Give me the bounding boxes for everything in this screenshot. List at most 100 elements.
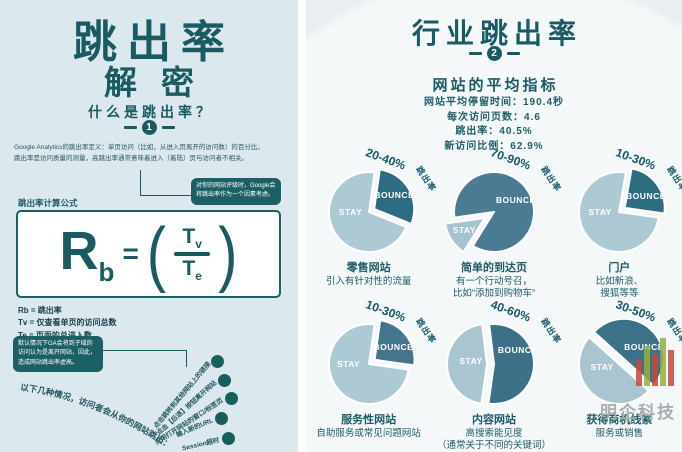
pie-caption-title: 门户 [608, 262, 631, 274]
pie-caption-line: 有一个行动号召， [455, 275, 532, 287]
pie-grid: 20-40% 跳出率 BOUNCE STAY 零售网站 引入有针对性的流量 70-90% 跳出… [306, 145, 682, 452]
bounce-label: BOUNCE [626, 190, 666, 201]
pie-cell-2: 70-90% 跳出率 BOUNCE STAY 简单的到达页 有一个行动号召， 比如“添加到购… [431, 145, 564, 300]
pie-caption: 门户 比如新浪、 搜狐等等 [596, 262, 644, 300]
stat-line: 每次访问页数：4.6 [447, 111, 541, 123]
paragraph-line: Google Analytics的跳出率定义：单页访问（比如，从进入页离开的访问… [14, 144, 264, 151]
pie-caption-line: 比如“添加到购物车” [452, 287, 536, 299]
right-title: 行业跳出率 [411, 18, 582, 49]
bullet-dot-icon [217, 373, 231, 387]
pie-caption: 内容网站 高搜索能见度 （通常关于不同的关键词） [437, 414, 551, 452]
bounce-label: BOUNCE [624, 342, 664, 352]
definition-paragraph: Google Analytics的跳出率定义：单页访问（比如，从进入页离开的访问… [14, 142, 290, 164]
bounce-slice [372, 168, 415, 225]
pie-caption-line: 引入有针对性的流量 [325, 275, 412, 287]
badge-dash-right [161, 126, 175, 129]
bullet-dot-icon [214, 411, 228, 425]
formula-paren-open: ( [146, 212, 167, 294]
watermark-text: 明企科技 [600, 403, 676, 422]
pie-caption-line: 自助服务或常见问题网站 [316, 427, 421, 439]
bounce-label: BOUNCE [374, 189, 415, 200]
pie-caption: 简单的到达页 有一个行动号召， 比如“添加到购物车” [453, 262, 535, 300]
stay-slice [444, 217, 486, 253]
section1-heading: 什么是跳出率？ [88, 104, 214, 120]
bounce-slice [487, 322, 535, 405]
panel-divider [298, 0, 306, 452]
pie-caption-title: 零售网站 [346, 262, 391, 274]
formula-fraction: Tv Te [174, 226, 211, 283]
formula-label: 跳出率计算公式 [18, 198, 78, 208]
pie-caption: 服务性网站 自助服务或常见问题网站 [316, 414, 421, 440]
pie-svg [327, 168, 415, 254]
bounce-label: BOUNCE [373, 341, 414, 352]
pie-cell-5: 40-60% 跳出率 BOUNCE STAY 内容网站 高搜索能见度 （通常关于不同的关键词… [431, 297, 564, 452]
pie-svg [444, 171, 535, 253]
badge-dash-right [506, 52, 520, 55]
fraction-bar [174, 252, 211, 256]
pie-chart-1: 20-40% 跳出率 BOUNCE STAY [321, 145, 439, 260]
pie-caption-line: （通常关于不同的关键词） [436, 439, 551, 451]
stay-label: STAY [338, 207, 363, 218]
badge-2-icon: 2 [486, 46, 502, 61]
subdomain-callout: 默认情况下GA会将到子域的访问认为是离开网站，因此，造成网站跳出率虚高。 [13, 336, 103, 372]
formula-legend: Rb = 跳出率 Tv = 仅查看单页的访问总数 Te = 页面的总进入数 [18, 305, 116, 342]
stay-label: STAY [336, 359, 361, 370]
pie-caption-title: 简单的到达页 [460, 262, 527, 274]
legend-line: Tv = 仅查看单页的访问总数 [18, 318, 117, 328]
left-title-main: 跳出率 [73, 18, 235, 67]
formula-lhs: Rb [59, 220, 115, 287]
stat-line: 网站平均停留时间：190.4秒 [423, 97, 565, 108]
left-panel: 跳出率 解密 什么是跳出率？ 1 Google Analytics的跳出率定义：… [0, 0, 298, 452]
pie-caption-title: 内容网站 [471, 414, 516, 426]
watermark-logo-icon [636, 338, 674, 386]
section1-badge: 1 [0, 120, 298, 135]
pie-caption: 获得商机线索 服务或销售 [586, 414, 652, 440]
badge-1-icon: 1 [141, 120, 157, 135]
bounce-label: BOUNCE [497, 344, 538, 355]
pie-chart-4: 10-30% 跳出率 BOUNCE STAY [321, 297, 439, 412]
paragraph-line: 跳出率是访问质量的测量，高跳出率通常意味着进入（着陆）页与访问者不相关。 [14, 155, 248, 163]
formula-paren-close: ) [218, 212, 238, 294]
pie-svg [327, 319, 416, 406]
stay-slice [578, 171, 660, 253]
bullet-dot-icon [224, 391, 238, 405]
stay-slice [327, 323, 410, 406]
stay-slice [446, 323, 488, 405]
pie-svg [578, 167, 667, 253]
bounce-slice [373, 319, 416, 367]
stay-label: STAY [590, 362, 614, 373]
stat-line: 新访问比例：62.9% [444, 140, 544, 152]
pie-chart-3: 10-30% 跳出率 BOUNCE STAY [571, 145, 682, 260]
pie-cell-1: 20-40% 跳出率 BOUNCE STAY 零售网站 引入有针对性的流量 [306, 145, 439, 300]
pie-caption-line: 高搜索能见度 [465, 427, 523, 439]
arc-text: 以下几种情况，访问者会从你的网站跳出： [20, 382, 174, 450]
stay-slice [578, 336, 651, 405]
pie-svg [446, 322, 535, 405]
pie-chart-5: 40-60% 跳出率 BOUNCE STAY [446, 297, 564, 412]
legend-line: Te = 页面的总进入数 [18, 330, 116, 342]
pie-cell-4: 10-30% 跳出率 BOUNCE STAY 服务性网站 自助服务或常见问题网站 [306, 297, 439, 452]
bounce-slice [452, 171, 535, 253]
badge-dash-left [123, 126, 137, 129]
stay-slice [327, 171, 407, 254]
subdomain-connector-line [103, 350, 187, 367]
pie-caption-title: 获得商机线索 [586, 414, 653, 426]
formula-denominator: Te [182, 256, 202, 283]
pie-caption-line: 服务或销售 [595, 427, 644, 439]
left-title-sub: 解密 [104, 64, 218, 101]
bounce-slice [624, 167, 667, 215]
pie-caption-line: 比如新浪、 [595, 275, 644, 287]
pie-caption-title: 服务性网站 [341, 414, 397, 426]
bullet-dot-icon [221, 431, 235, 445]
stay-label: STAY [452, 225, 476, 236]
stat-line: 跳出率：40.5% [455, 126, 533, 137]
pie-chart-2: 70-90% 跳出率 BOUNCE STAY [444, 145, 564, 260]
pie-cell-3: 10-30% 跳出率 BOUNCE STAY 门户 比如新浪、 搜狐等等 [557, 145, 682, 300]
watermark-bar [644, 346, 650, 386]
pie-caption: 零售网站 引入有针对性的流量 [326, 262, 412, 288]
formula-equals: = [122, 238, 139, 269]
section2-badge: 2 [306, 46, 682, 61]
legend-line: Rb = 跳出率 [18, 306, 62, 315]
right-subtitle: 网站的平均指标 [432, 77, 559, 94]
